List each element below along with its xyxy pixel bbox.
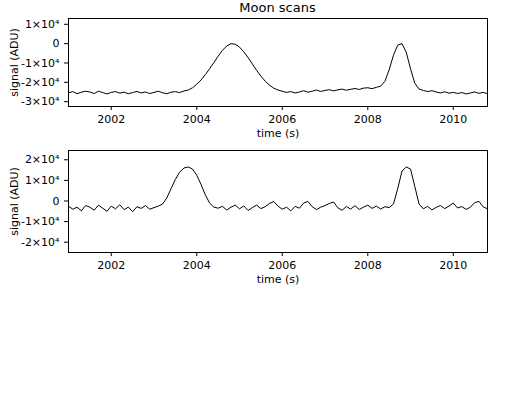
svg-text:0: 0 bbox=[53, 195, 60, 208]
svg-text:1×10⁴: 1×10⁴ bbox=[25, 174, 60, 187]
svg-text:-2×10⁴: -2×10⁴ bbox=[21, 236, 60, 249]
svg-text:signal (ADU): signal (ADU) bbox=[8, 28, 21, 97]
svg-text:0: 0 bbox=[53, 37, 60, 50]
svg-text:-1×10⁴: -1×10⁴ bbox=[21, 215, 60, 228]
svg-text:time (s): time (s) bbox=[257, 127, 300, 140]
svg-text:2002: 2002 bbox=[97, 113, 125, 126]
html-text:Moon scans: Moon scans bbox=[239, 0, 316, 15]
svg-text:2010: 2010 bbox=[439, 259, 467, 272]
svg-text:2008: 2008 bbox=[354, 259, 382, 272]
svg-text:2008: 2008 bbox=[354, 113, 382, 126]
svg-text:2006: 2006 bbox=[268, 259, 296, 272]
svg-text:2002: 2002 bbox=[97, 259, 125, 272]
svg-text:2004: 2004 bbox=[183, 113, 211, 126]
svg-text:1×10⁴: 1×10⁴ bbox=[25, 18, 60, 31]
svg-text:-3×10⁴: -3×10⁴ bbox=[21, 95, 60, 108]
svg-text:2004: 2004 bbox=[183, 259, 211, 272]
svg-text:-2×10⁴: -2×10⁴ bbox=[21, 76, 60, 89]
svg-text:time (s): time (s) bbox=[257, 273, 300, 286]
svg-text:signal (ADU): signal (ADU) bbox=[8, 167, 21, 236]
svg-text:2006: 2006 bbox=[268, 113, 296, 126]
svg-text:2×10⁴: 2×10⁴ bbox=[25, 153, 60, 166]
svg-text:-1×10⁴: -1×10⁴ bbox=[21, 57, 60, 70]
svg-text:2010: 2010 bbox=[439, 113, 467, 126]
